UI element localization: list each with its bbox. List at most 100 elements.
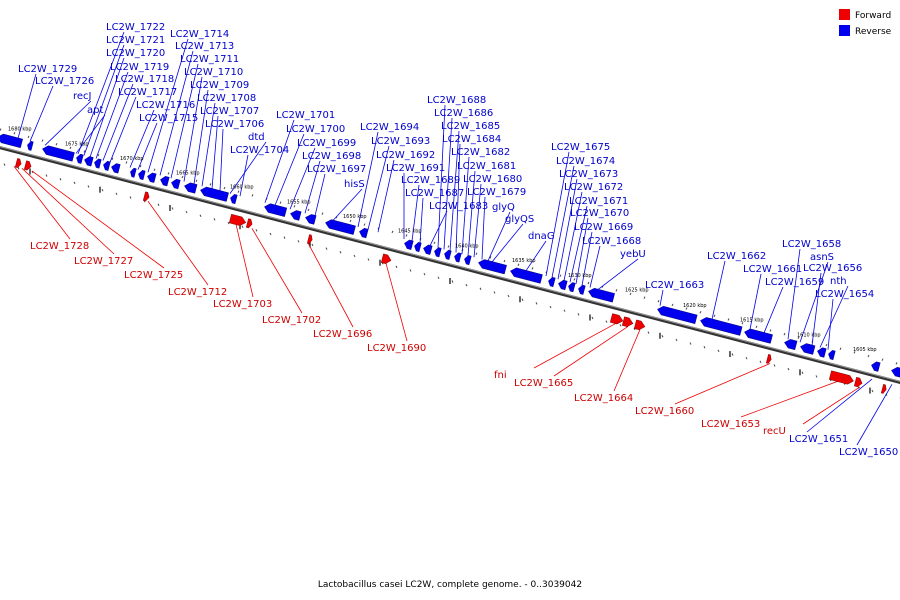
reverse-gene-arrow[interactable] [463, 255, 472, 266]
gene-label[interactable]: LC2W_1728 [30, 241, 89, 252]
gene-label[interactable]: LC2W_1665 [514, 378, 573, 389]
gene-label[interactable]: LC2W_1708 [197, 93, 256, 104]
reverse-gene-arrow[interactable] [93, 158, 102, 169]
gene-label[interactable]: LC2W_1713 [175, 41, 234, 52]
reverse-gene-arrow[interactable] [656, 305, 698, 324]
gene-label[interactable]: LC2W_1706 [205, 119, 264, 130]
forward-gene-arrow[interactable] [880, 384, 887, 394]
gene-label[interactable]: LC2W_1715 [139, 113, 198, 124]
reverse-gene-arrow[interactable] [477, 258, 507, 275]
gene-label[interactable]: LC2W_1701 [276, 110, 335, 121]
reverse-gene-arrow[interactable] [159, 175, 170, 187]
reverse-gene-arrow[interactable] [816, 347, 827, 358]
gene-label[interactable]: LC2W_1669 [574, 222, 633, 233]
forward-gene-arrow[interactable] [609, 313, 624, 326]
gene-label[interactable]: LC2W_1662 [707, 251, 766, 262]
gene-label[interactable]: LC2W_1668 [582, 236, 641, 247]
gene-label[interactable]: LC2W_1691 [386, 163, 445, 174]
gene-label[interactable]: LC2W_1703 [213, 299, 272, 310]
reverse-gene-arrow[interactable] [146, 172, 157, 183]
gene-label[interactable]: LC2W_1688 [427, 95, 486, 106]
forward-gene-arrow[interactable] [380, 253, 392, 265]
gene-label[interactable]: LC2W_1670 [570, 208, 629, 219]
gene-label[interactable]: LC2W_1719 [110, 62, 169, 73]
reverse-gene-arrow[interactable] [783, 338, 798, 351]
reverse-gene-arrow[interactable] [129, 167, 137, 178]
reverse-gene-arrow[interactable] [403, 239, 414, 250]
forward-gene-arrow[interactable] [142, 191, 150, 202]
gene-label[interactable]: LC2W_1729 [18, 64, 77, 75]
reverse-gene-arrow[interactable] [0, 133, 23, 149]
gene-label[interactable]: LC2W_1696 [313, 329, 372, 340]
gene-label[interactable]: LC2W_1689 [401, 175, 460, 186]
gene-label[interactable]: LC2W_1714 [170, 29, 229, 40]
reverse-gene-arrow[interactable] [358, 227, 369, 239]
gene-label[interactable]: LC2W_1710 [184, 67, 243, 78]
gene-label[interactable]: LC2W_1684 [442, 134, 501, 145]
gene-label[interactable]: yebU [620, 249, 646, 260]
gene-label[interactable]: LC2W_1654 [815, 289, 874, 300]
reverse-gene-arrow[interactable] [827, 350, 836, 361]
gene-label[interactable]: LC2W_1690 [367, 343, 426, 354]
reverse-gene-arrow[interactable] [110, 162, 121, 174]
reverse-gene-arrow[interactable] [509, 267, 543, 284]
gene-label[interactable]: LC2W_1699 [297, 138, 356, 149]
reverse-gene-arrow[interactable] [324, 218, 356, 235]
reverse-gene-arrow[interactable] [75, 153, 84, 164]
gene-label[interactable]: glyQS [505, 214, 534, 225]
gene-label[interactable]: LC2W_1651 [789, 434, 848, 445]
gene-label[interactable]: apt [87, 105, 103, 116]
reverse-gene-arrow[interactable] [443, 249, 452, 260]
gene-label[interactable]: LC2W_1697 [307, 164, 366, 175]
gene-label[interactable]: dnaG [528, 231, 555, 242]
gene-label[interactable]: LC2W_1709 [190, 80, 249, 91]
gene-label[interactable]: recU [763, 426, 786, 437]
gene-label[interactable]: LC2W_1650 [839, 447, 898, 458]
reverse-gene-arrow[interactable] [26, 140, 34, 151]
gene-label[interactable]: nth [830, 276, 847, 287]
gene-label[interactable]: LC2W_1675 [551, 142, 610, 153]
reverse-gene-arrow[interactable] [890, 366, 900, 379]
gene-label[interactable]: LC2W_1700 [286, 124, 345, 135]
gene-label[interactable]: LC2W_1656 [803, 263, 862, 274]
gene-label[interactable]: LC2W_1693 [371, 136, 430, 147]
forward-gene-arrow[interactable] [245, 218, 253, 229]
forward-gene-arrow[interactable] [306, 234, 313, 245]
reverse-gene-arrow[interactable] [263, 202, 288, 217]
gene-label[interactable]: LC2W_1685 [441, 121, 500, 132]
reverse-gene-arrow[interactable] [422, 244, 433, 255]
forward-gene-arrow[interactable] [228, 213, 247, 227]
gene-label[interactable]: LC2W_1671 [569, 196, 628, 207]
gene-label[interactable]: LC2W_1725 [124, 270, 183, 281]
reverse-gene-arrow[interactable] [567, 282, 576, 293]
gene-label[interactable]: LC2W_1659 [765, 277, 824, 288]
gene-label[interactable]: LC2W_1711 [180, 54, 239, 65]
gene-label[interactable]: LC2W_1687 [405, 188, 464, 199]
gene-label[interactable]: LC2W_1682 [451, 147, 510, 158]
gene-label[interactable]: asnS [810, 252, 834, 263]
gene-label[interactable]: LC2W_1727 [74, 256, 133, 267]
reverse-gene-arrow[interactable] [453, 252, 462, 263]
gene-label[interactable]: LC2W_1679 [467, 187, 526, 198]
reverse-gene-arrow[interactable] [587, 287, 615, 303]
forward-gene-arrow[interactable] [23, 160, 32, 171]
gene-label[interactable]: LC2W_1722 [106, 22, 165, 33]
gene-label[interactable]: LC2W_1704 [230, 145, 289, 156]
gene-label[interactable]: LC2W_1672 [564, 182, 623, 193]
gene-label[interactable]: LC2W_1716 [136, 100, 195, 111]
gene-label[interactable]: LC2W_1673 [559, 169, 618, 180]
gene-label[interactable]: LC2W_1717 [118, 87, 177, 98]
gene-label[interactable]: LC2W_1718 [115, 74, 174, 85]
reverse-gene-arrow[interactable] [199, 186, 229, 202]
gene-label[interactable]: LC2W_1686 [434, 108, 493, 119]
forward-gene-arrow[interactable] [853, 376, 863, 388]
gene-label[interactable]: LC2W_1712 [168, 287, 227, 298]
reverse-gene-arrow[interactable] [577, 284, 586, 295]
gene-label[interactable]: hisS [344, 179, 365, 190]
reverse-gene-arrow[interactable] [557, 279, 568, 291]
gene-label[interactable]: LC2W_1692 [376, 150, 435, 161]
forward-gene-arrow[interactable] [621, 316, 634, 328]
forward-gene-arrow[interactable] [14, 158, 22, 168]
gene-label[interactable]: dtd [248, 132, 265, 143]
reverse-gene-arrow[interactable] [799, 342, 816, 355]
